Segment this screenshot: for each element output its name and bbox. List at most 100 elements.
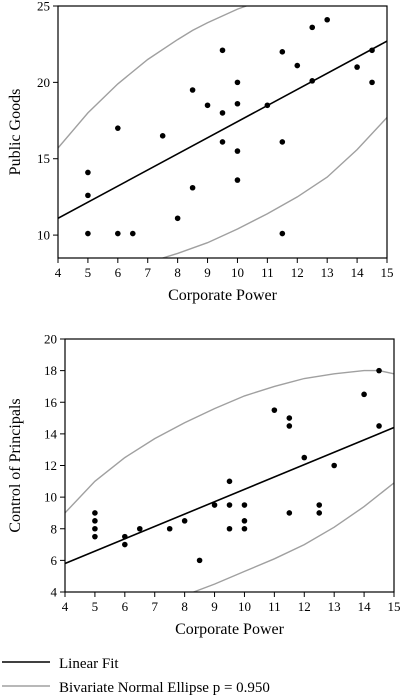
- x-tick-label: 13: [328, 599, 341, 614]
- plot-area: [65, 367, 394, 592]
- data-point: [241, 518, 248, 524]
- x-tick-label: 15: [381, 265, 394, 280]
- data-point: [85, 169, 91, 176]
- data-point: [294, 62, 301, 69]
- x-tick-label: 9: [211, 599, 218, 614]
- data-point: [226, 525, 233, 532]
- data-point: [309, 24, 316, 31]
- x-tick-label: 8: [174, 265, 181, 280]
- data-point: [181, 518, 188, 524]
- x-tick-label: 13: [321, 265, 334, 280]
- x-tick-label: 9: [204, 265, 211, 280]
- linear-fit-line: [58, 40, 387, 219]
- data-point: [85, 192, 91, 199]
- y-tick-label: 25: [37, 0, 50, 14]
- x-tick-label: 4: [62, 599, 69, 614]
- data-point: [241, 502, 248, 508]
- y-tick-label: 20: [37, 75, 50, 90]
- data-point: [122, 533, 128, 540]
- data-point: [264, 102, 271, 109]
- x-axis-label: Corporate Power: [168, 287, 278, 304]
- data-point: [279, 139, 286, 145]
- data-point: [204, 102, 211, 109]
- x-tick-label: 14: [358, 599, 372, 614]
- ellipse-lower-curve: [162, 117, 387, 258]
- data-point: [196, 557, 203, 564]
- y-tick-label: 10: [37, 228, 50, 243]
- x-axis-label: Corporate Power: [175, 621, 285, 638]
- data-point: [324, 16, 330, 23]
- data-point: [115, 125, 121, 131]
- data-point: [92, 533, 98, 540]
- y-tick-label: 15: [37, 151, 50, 166]
- x-tick-label: 12: [298, 599, 311, 614]
- data-point: [376, 367, 382, 374]
- y-tick-label: 14: [44, 426, 58, 441]
- data-point: [226, 478, 233, 485]
- data-point: [279, 230, 286, 237]
- data-point: [136, 525, 143, 532]
- plot-frame: [57, 5, 388, 259]
- data-point: [219, 139, 226, 145]
- data-point: [129, 230, 136, 237]
- data-point: [286, 423, 293, 429]
- chart-public-goods: 4 5 6 7 8 9 10 11 12 13 14 15 10 15 20 25 Corporate Powe…: [7, 0, 394, 304]
- y-axis-label: Control of Principals: [7, 398, 24, 532]
- data-point: [92, 510, 98, 516]
- data-point: [122, 541, 128, 548]
- y-tick-label: 6: [51, 553, 58, 568]
- y-tick-label: 4: [51, 585, 58, 600]
- data-point: [115, 230, 121, 237]
- x-tick-label: 4: [55, 265, 62, 280]
- data-point: [234, 100, 241, 107]
- data-point: [369, 79, 375, 86]
- y-tick-label: 16: [44, 395, 58, 410]
- data-point: [92, 518, 98, 524]
- data-point: [166, 525, 173, 532]
- x-tick-label: 6: [115, 265, 122, 280]
- data-point: [189, 184, 196, 191]
- x-tick-label: 11: [261, 265, 274, 280]
- data-point: [92, 525, 98, 532]
- data-point: [376, 423, 382, 429]
- x-tick-label: 15: [388, 599, 401, 614]
- data-point: [309, 78, 316, 84]
- x-tick-label: 8: [181, 599, 188, 614]
- data-point: [331, 462, 337, 469]
- data-point: [316, 510, 323, 516]
- data-point: [286, 510, 293, 516]
- data-point: [279, 49, 286, 55]
- ellipse-upper-curve: [58, 6, 247, 149]
- data-point: [271, 407, 278, 413]
- legend: Linear Fit Bivariate Normal Ellipse p = …: [2, 656, 270, 696]
- x-tick-label: 7: [151, 599, 158, 614]
- data-point: [241, 525, 248, 532]
- data-point: [301, 454, 308, 461]
- x-tick-label: 10: [238, 599, 251, 614]
- data-point: [85, 230, 91, 237]
- ellipse-upper-curve: [65, 369, 394, 514]
- data-point: [226, 502, 233, 508]
- data-point: [286, 415, 293, 421]
- x-tick-label: 5: [92, 599, 99, 614]
- data-point: [219, 47, 226, 54]
- data-point: [369, 47, 375, 54]
- linear-fit-line: [65, 426, 394, 565]
- data-point: [174, 215, 181, 222]
- x-tick-label: 10: [231, 265, 244, 280]
- x-tick-label: 12: [291, 265, 304, 280]
- data-point: [189, 87, 196, 93]
- data-point: [316, 502, 323, 508]
- y-tick-label: 20: [44, 332, 57, 347]
- data-point: [354, 64, 360, 70]
- y-tick-label: 8: [51, 521, 58, 536]
- data-point: [361, 391, 367, 398]
- y-tick-label: 12: [44, 458, 57, 473]
- x-tick-label: 6: [122, 599, 129, 614]
- legend-label-linear-fit: Linear Fit: [59, 656, 119, 672]
- x-tick-label: 5: [85, 265, 92, 280]
- x-tick-label: 14: [351, 265, 365, 280]
- y-tick-label: 18: [44, 363, 57, 378]
- data-point: [159, 133, 166, 139]
